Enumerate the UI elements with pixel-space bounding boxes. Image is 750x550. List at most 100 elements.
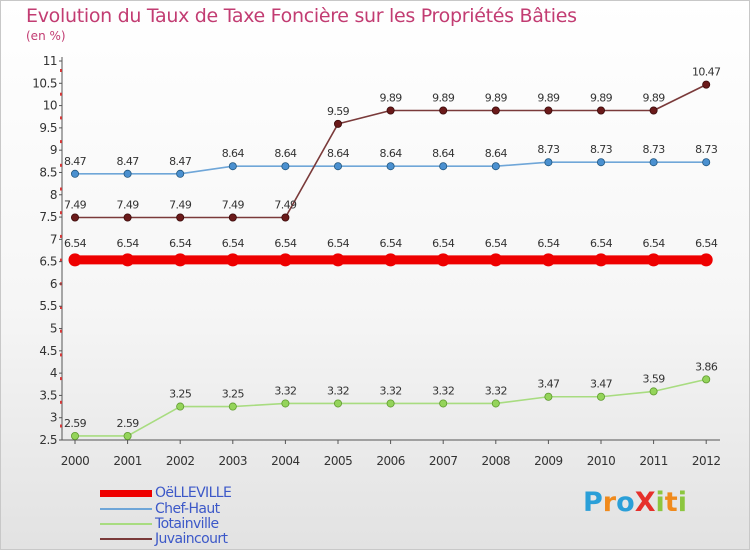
- legend-swatch-totainville: [100, 523, 152, 525]
- data-label-chef-haut: 8.73: [643, 143, 666, 156]
- data-label-chef-haut: 8.73: [537, 143, 560, 156]
- data-point-juvaincourt: [649, 106, 658, 115]
- legend-label-chef-haut: Chef-Haut: [155, 501, 220, 517]
- data-label-juvaincourt: 7.49: [117, 199, 140, 212]
- data-label-totainville: 3.32: [485, 384, 507, 397]
- y-tick-label: 2.5: [39, 433, 57, 447]
- y-tick-label: 10.5: [32, 76, 57, 90]
- data-point-juvaincourt: [71, 213, 80, 222]
- data-label-totainville: 2.59: [117, 417, 140, 430]
- data-label-chef-haut: 8.73: [590, 143, 613, 156]
- x-tick-label: 2005: [324, 454, 353, 468]
- data-label-juvaincourt: 7.49: [169, 199, 192, 212]
- data-point-chef-haut: [333, 162, 342, 171]
- x-tick-label: 2008: [482, 454, 511, 468]
- y-tick-label: 4: [50, 366, 57, 380]
- data-label-o-lleville: 6.54: [695, 237, 718, 250]
- x-tick-label: 2002: [166, 454, 195, 468]
- data-label-chef-haut: 8.64: [432, 147, 455, 160]
- data-point-juvaincourt: [123, 213, 132, 222]
- data-point-chef-haut: [176, 169, 185, 178]
- data-label-juvaincourt: 7.49: [274, 199, 297, 212]
- data-label-totainville: 3.25: [169, 388, 192, 401]
- y-tick-label: 7.5: [39, 210, 57, 224]
- logo-letter: o: [616, 487, 635, 518]
- data-point-o-lleville: [68, 253, 82, 267]
- logo-letter: r: [602, 487, 617, 518]
- x-tick-label: 2010: [587, 454, 616, 468]
- data-label-chef-haut: 8.47: [117, 155, 140, 168]
- chart-subtitle: (en %): [26, 29, 66, 43]
- y-tick-label: 9.5: [39, 121, 57, 135]
- data-point-juvaincourt: [386, 106, 395, 115]
- data-label-totainville: 3.47: [590, 378, 613, 391]
- logo-letter: X: [634, 487, 656, 518]
- data-label-chef-haut: 8.64: [380, 147, 403, 160]
- data-point-chef-haut: [386, 162, 395, 171]
- data-label-o-lleville: 6.54: [380, 237, 403, 250]
- data-label-totainville: 3.25: [222, 388, 245, 401]
- data-point-o-lleville: [331, 253, 345, 267]
- data-label-chef-haut: 8.64: [274, 147, 297, 160]
- data-point-totainville: [123, 431, 132, 440]
- y-tick-label: 6.5: [39, 255, 57, 269]
- data-point-chef-haut: [491, 162, 500, 171]
- data-label-juvaincourt: 9.89: [485, 91, 508, 104]
- data-label-chef-haut: 8.64: [222, 147, 245, 160]
- data-point-chef-haut: [544, 158, 553, 167]
- data-label-juvaincourt: 7.49: [222, 199, 245, 212]
- data-label-chef-haut: 8.64: [485, 147, 508, 160]
- legend-swatch-chef-haut: [100, 508, 152, 510]
- y-tick-label: 3: [50, 411, 57, 425]
- logo-letter: i: [677, 487, 687, 518]
- data-label-juvaincourt: 10.47: [692, 66, 721, 79]
- data-label-o-lleville: 6.54: [485, 237, 508, 250]
- data-point-chef-haut: [228, 162, 237, 171]
- data-point-o-lleville: [647, 253, 661, 267]
- data-point-o-lleville: [121, 253, 135, 267]
- x-tick-label: 2007: [429, 454, 458, 468]
- data-label-juvaincourt: 9.89: [432, 91, 455, 104]
- data-label-chef-haut: 8.47: [169, 155, 192, 168]
- y-tick-label: 4.5: [39, 344, 57, 358]
- data-label-o-lleville: 6.54: [169, 237, 192, 250]
- data-label-juvaincourt: 9.89: [537, 91, 560, 104]
- data-label-totainville: 3.32: [327, 384, 349, 397]
- data-label-chef-haut: 8.64: [327, 147, 350, 160]
- x-tick-label: 2009: [534, 454, 563, 468]
- data-point-o-lleville: [173, 253, 187, 267]
- data-point-chef-haut: [702, 158, 711, 167]
- chart-title: Evolution du Taux de Taxe Foncière sur l…: [26, 5, 577, 27]
- logo-letter: t: [664, 487, 678, 518]
- data-point-chef-haut: [71, 169, 80, 178]
- legend-swatch-oelleville: [100, 490, 152, 497]
- data-point-o-lleville: [699, 253, 713, 267]
- data-point-chef-haut: [281, 162, 290, 171]
- data-label-chef-haut: 8.73: [695, 143, 718, 156]
- data-label-o-lleville: 6.54: [222, 237, 245, 250]
- data-point-totainville: [386, 399, 395, 408]
- data-point-o-lleville: [436, 253, 450, 267]
- data-point-juvaincourt: [544, 106, 553, 115]
- x-tick-label: 2012: [692, 454, 721, 468]
- data-point-o-lleville: [384, 253, 398, 267]
- data-point-totainville: [702, 375, 711, 384]
- data-label-o-lleville: 6.54: [117, 237, 140, 250]
- legend-label-totainville: Totainville: [155, 516, 219, 532]
- y-tick-label: 5.5: [39, 299, 57, 313]
- data-point-chef-haut: [123, 169, 132, 178]
- x-tick-label: 2000: [61, 454, 90, 468]
- data-point-totainville: [333, 399, 342, 408]
- data-label-juvaincourt: 9.89: [643, 91, 666, 104]
- data-point-o-lleville: [541, 253, 555, 267]
- data-label-totainville: 3.47: [537, 378, 560, 391]
- data-point-juvaincourt: [333, 119, 342, 128]
- data-label-juvaincourt: 9.59: [327, 105, 350, 118]
- data-point-juvaincourt: [597, 106, 606, 115]
- data-label-totainville: 3.32: [380, 384, 402, 397]
- data-point-totainville: [544, 392, 553, 401]
- data-label-totainville: 3.32: [274, 384, 296, 397]
- data-point-o-lleville: [226, 253, 240, 267]
